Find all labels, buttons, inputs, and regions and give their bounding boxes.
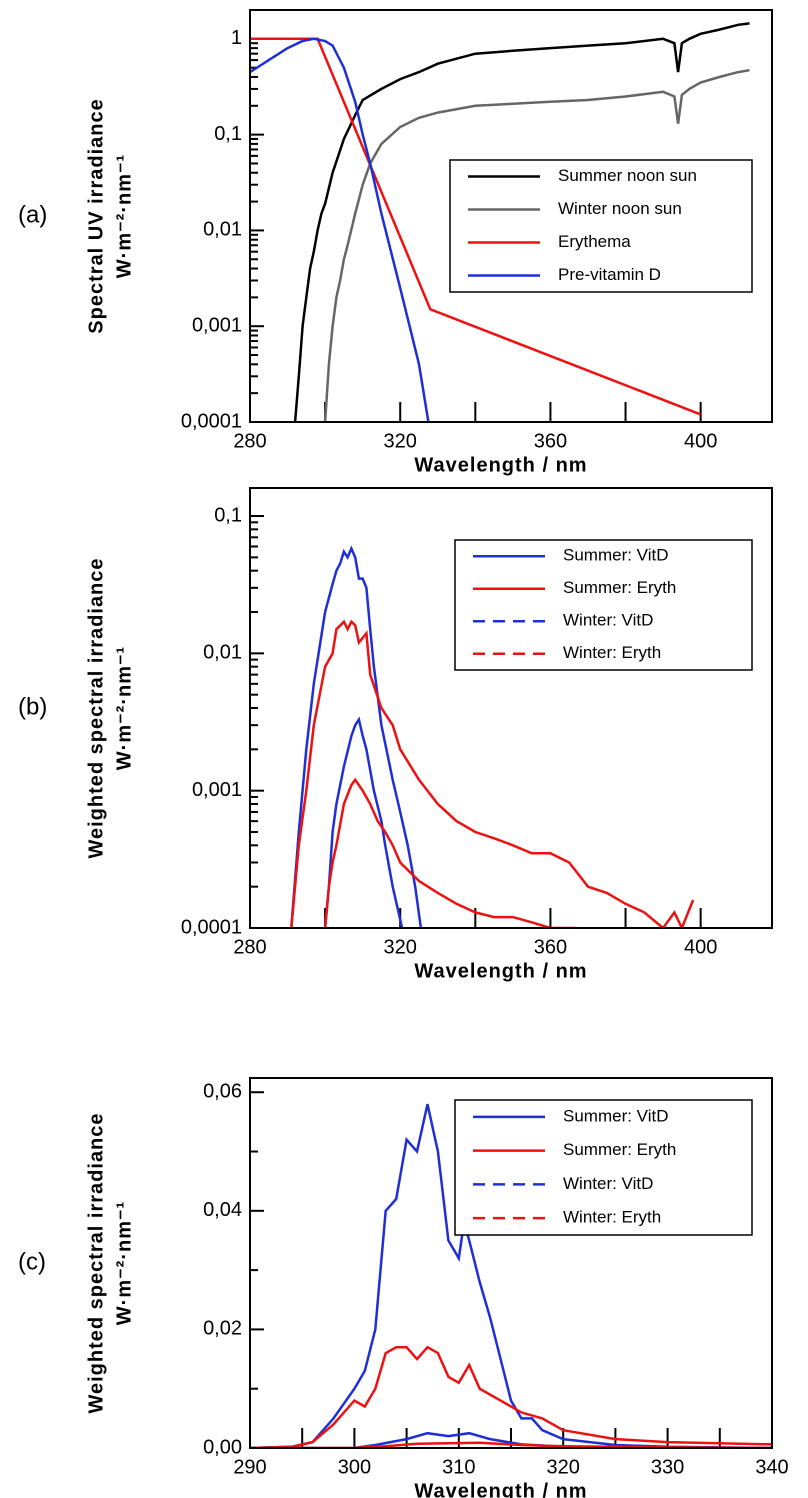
panel-label: (a) [18, 201, 47, 228]
panel: 0,0001 0,001 0,01 0,1 280 320 360 400 Summer: Vi… [18, 487, 773, 982]
y-tick-label: 0,01 [203, 219, 242, 241]
series-line [323, 68, 750, 422]
x-tick-label: 400 [684, 936, 717, 958]
legend-label: Pre-vitamin D [558, 265, 661, 284]
y-tick-label: 0,0001 [181, 916, 242, 938]
y-tick-label: 0,00 [203, 1436, 242, 1458]
series-line [250, 1345, 772, 1448]
y-tick-label: 0,06 [203, 1081, 242, 1103]
panel: 0,0001 0,001 0,01 0,1 1 280 320 360 400 Summer no… [18, 9, 773, 476]
y-axis-unit: W·m⁻²·nm⁻¹ [113, 154, 135, 278]
y-tick-label: 0,04 [203, 1199, 242, 1221]
x-tick-label: 330 [651, 1456, 684, 1478]
series-line [323, 777, 577, 928]
legend-box [454, 1099, 753, 1236]
legend-label: Winter: Eryth [563, 643, 661, 662]
legend-label: Summer: Eryth [563, 578, 676, 597]
plot-frame [249, 9, 773, 423]
legend-label: Summer: VitD [563, 546, 669, 565]
y-tick-label: 0,02 [203, 1318, 242, 1340]
legend-label: Winter: VitD [563, 611, 653, 630]
y-tick-label: 0,1 [214, 504, 242, 526]
x-tick-label: 320 [547, 1456, 580, 1478]
x-tick-label: 280 [233, 936, 266, 958]
series-line [290, 545, 423, 928]
y-tick-label: 0,01 [203, 642, 242, 664]
series-line [293, 22, 750, 422]
x-tick-label: 290 [233, 1456, 266, 1478]
legend-box [449, 159, 753, 293]
x-tick-label: 300 [338, 1456, 371, 1478]
y-tick-label: 0,1 [214, 123, 242, 145]
x-tick-label: 340 [755, 1456, 788, 1478]
plot-frame [249, 487, 773, 929]
y-axis-label: Weighted spectral irradiance [85, 557, 107, 858]
panel-label: (c) [18, 1248, 46, 1275]
y-tick-label: 0,0001 [181, 410, 242, 432]
panel-label: (b) [18, 693, 47, 720]
series-line [250, 37, 430, 422]
x-axis-label: Wavelength / nm [414, 454, 587, 476]
y-axis-unit: W·m⁻²·nm⁻¹ [113, 1201, 135, 1325]
legend-box [454, 539, 753, 671]
series-line [290, 619, 695, 928]
legend-label: Summer: VitD [563, 1106, 669, 1125]
series-line [323, 716, 404, 928]
series-line [250, 1103, 772, 1448]
legend-label: Winter: VitD [563, 1174, 653, 1193]
legend-label: Summer: Eryth [563, 1140, 676, 1159]
y-tick-label: 0,001 [192, 314, 242, 336]
y-axis-unit: W·m⁻²·nm⁻¹ [113, 646, 135, 770]
x-tick-label: 360 [534, 430, 567, 452]
x-tick-label: 360 [534, 936, 567, 958]
legend-label: Erythema [558, 232, 631, 251]
plot-frame [249, 1077, 773, 1449]
panel: 0,00 0,02 0,04 0,06 290 300 310 320 330 340 Summer… [18, 1077, 789, 1498]
x-tick-label: 310 [442, 1456, 475, 1478]
x-tick-label: 320 [384, 430, 417, 452]
x-tick-label: 320 [384, 936, 417, 958]
x-tick-label: 400 [684, 430, 717, 452]
y-tick-label: 1 [231, 27, 242, 49]
y-tick-label: 0,001 [192, 779, 242, 801]
x-tick-label: 280 [233, 430, 266, 452]
legend-label: Winter noon sun [558, 199, 682, 218]
legend-label: Summer noon sun [558, 166, 697, 185]
y-axis-label: Spectral UV irradiance [85, 98, 107, 333]
y-axis-label: Weighted spectral irradiance [85, 1112, 107, 1413]
legend-label: Winter: Eryth [563, 1208, 661, 1227]
series-line [250, 37, 702, 416]
x-axis-label: Wavelength / nm [414, 960, 587, 982]
x-axis-label: Wavelength / nm [414, 1480, 587, 1498]
